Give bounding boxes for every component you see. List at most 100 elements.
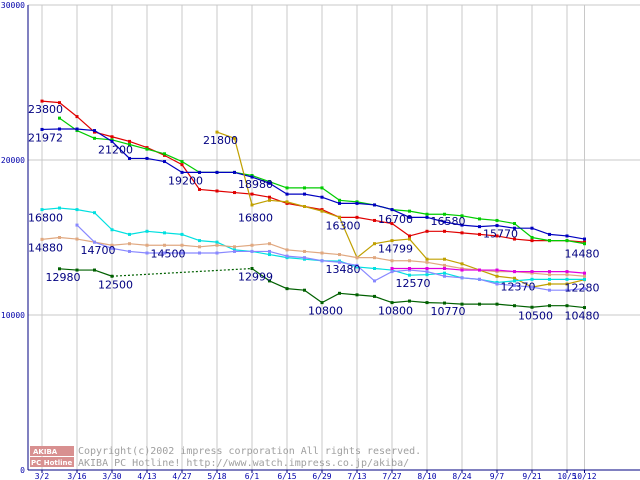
series-segment: [286, 201, 305, 208]
data-label: 10800: [378, 305, 413, 318]
series-segment: [426, 271, 445, 277]
series-segment: [321, 292, 340, 304]
series-segment: [531, 305, 550, 308]
data-label: 12500: [98, 278, 133, 291]
series-olive: [215, 130, 586, 289]
series-segment: [164, 153, 183, 163]
axes: [27, 5, 640, 471]
series-segment: [549, 233, 568, 237]
series-segment: [496, 303, 515, 307]
series-segment: [461, 224, 480, 228]
series-segment: [269, 196, 288, 204]
url-line: AKIBA PC Hotline! http://www.watch.impre…: [78, 458, 409, 469]
series-segment: [514, 305, 533, 308]
series-segment: [339, 253, 358, 259]
data-label: 10770: [431, 305, 466, 318]
series-segment: [94, 269, 113, 277]
series-segment: [181, 233, 200, 242]
series-segment: [146, 148, 165, 155]
series-segment: [496, 235, 515, 240]
series-segment: [304, 205, 323, 212]
series-segment: [181, 164, 200, 190]
series-segment: [409, 269, 428, 273]
data-point: [583, 306, 586, 310]
series-segment: [338, 217, 358, 258]
series-segment: [251, 268, 270, 282]
x-tick-label: 9/7: [490, 472, 505, 480]
y-tick-label: 10000: [1, 311, 25, 320]
data-label: 16300: [326, 219, 361, 232]
series-segment: [566, 235, 585, 240]
series-segment: [164, 232, 183, 235]
series-magenta: [390, 267, 586, 275]
series-segment: [76, 209, 95, 214]
series-segment: [531, 283, 550, 288]
series-segment: [94, 212, 113, 231]
series-segment: [251, 193, 270, 198]
series-segment: [286, 288, 305, 291]
series-segment: [251, 174, 270, 183]
series-segment: [111, 247, 130, 253]
series-segment: [111, 140, 130, 159]
data-label: 16800: [238, 212, 273, 225]
data-label: 12280: [565, 282, 600, 295]
series-segment: [409, 238, 428, 260]
series-blue: [40, 127, 586, 241]
series-segment: [496, 269, 515, 273]
series-segment: [76, 116, 95, 133]
series-segment: [129, 140, 148, 149]
series-segment: [321, 187, 340, 201]
series-segment: [374, 219, 393, 225]
data-label: 23800: [28, 103, 63, 116]
series-segment: [444, 221, 463, 226]
series-segment: [76, 224, 95, 243]
data-label: 12370: [501, 280, 536, 293]
series-segment: [269, 250, 288, 257]
data-point: [583, 237, 586, 241]
series-segment: [444, 302, 463, 305]
series-segment: [409, 260, 428, 263]
data-label: 12999: [238, 271, 273, 284]
series-segment: [199, 240, 218, 243]
data-label: 12570: [396, 277, 431, 290]
series-segment: [356, 294, 375, 297]
series-segment: [94, 241, 113, 249]
data-label: 16700: [378, 213, 413, 226]
y-tick-labels: 0 10000 20000 30000: [1, 1, 25, 475]
x-tick-label: 7/27: [382, 472, 401, 480]
series-segment: [146, 157, 165, 163]
series-segment: [216, 250, 235, 254]
series-segment: [566, 288, 585, 291]
x-tick-label: 8/24: [452, 472, 471, 480]
data-point: [583, 240, 586, 244]
series-segment: [426, 261, 445, 266]
series-segment: [374, 295, 393, 304]
series-segment: [59, 268, 78, 271]
series-segment: [111, 243, 130, 246]
series-segment: [496, 275, 515, 279]
data-label: 14500: [151, 247, 186, 260]
series-segment: [356, 216, 375, 222]
series-segment: [409, 300, 428, 304]
x-tick-label: 3/30: [102, 472, 121, 480]
x-tick-label: 8/10: [417, 472, 436, 480]
series-segment: [479, 218, 498, 222]
series-segment: [164, 154, 183, 166]
data-label: 14799: [378, 243, 413, 256]
series-segment: [479, 278, 498, 285]
series-segment: [41, 236, 60, 240]
series-segment: [41, 100, 60, 104]
series-segment: [356, 202, 375, 206]
series-segment: [391, 238, 410, 242]
series-segment: [566, 279, 585, 285]
x-tick-label: 6/1: [245, 472, 260, 480]
series-segment: [234, 244, 253, 248]
x-tick-label: 6/29: [312, 472, 331, 480]
series-segment: [111, 136, 130, 142]
x-tick-label: 3/2: [35, 472, 50, 480]
series-segment: [286, 255, 305, 259]
series-segment: [146, 230, 165, 234]
series-segment: [111, 229, 130, 235]
logo-bottom-text: PC Hotline: [31, 459, 73, 467]
x-tick-label: 10/12: [572, 472, 596, 480]
